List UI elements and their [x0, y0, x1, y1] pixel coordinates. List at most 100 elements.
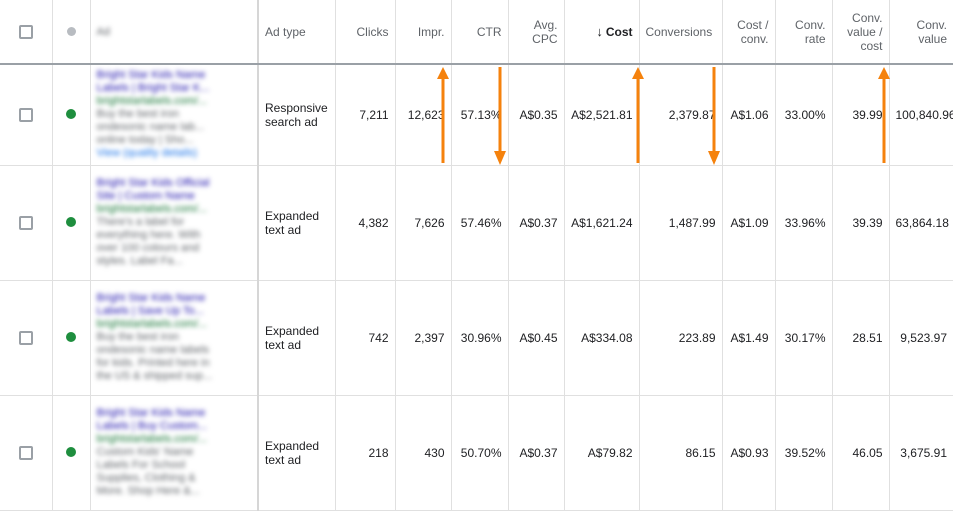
- impr-cell: 7,626: [395, 165, 452, 280]
- cost-header[interactable]: ↓ Cost: [564, 0, 640, 65]
- conv-rate-cell: 33.96%: [775, 165, 833, 280]
- ad-headline-line: Labels | Buy Custom...: [96, 420, 207, 432]
- conversions-cell: 86.15: [639, 395, 723, 510]
- ctr-cell: 57.46%: [451, 165, 509, 280]
- ad-desc-line: over 100 colours and: [96, 242, 200, 254]
- ad-headline-line: Bright Star Kids Name: [96, 292, 206, 304]
- cost-conv-cell: A$1.06: [722, 64, 776, 165]
- ad-headline-line: Labels | Bright Star K...: [96, 82, 210, 95]
- conv-value-cell: 63,864.18: [895, 215, 949, 230]
- status-cell: [52, 64, 91, 165]
- ad-desc-line: online today | Sho...: [96, 134, 194, 147]
- ad-url-line: brightstarlabels.com/...: [96, 433, 208, 445]
- ad-url-line: brightstarlabels.com/...: [96, 318, 208, 330]
- impr-header[interactable]: Impr.: [395, 0, 452, 65]
- row-select-cell: [0, 395, 53, 510]
- ad-column-label: Ad: [96, 26, 110, 38]
- ad-headline-line: Site | Custom Name: [96, 190, 195, 202]
- ad-type-header[interactable]: Ad type: [258, 0, 336, 65]
- conv-value-cell: 9,523.97: [900, 330, 947, 345]
- ad-preview: Bright Star Kids Name Labels | Bright Sta…: [97, 69, 252, 160]
- conv-rate-cell: 39.52%: [775, 395, 833, 510]
- select-all-checkbox[interactable]: [18, 24, 33, 39]
- table-row[interactable]: Bright Star Kids Name Labels | Bright Sta…: [0, 64, 953, 165]
- enabled-status-icon[interactable]: [66, 108, 76, 119]
- avg-cpc-header[interactable]: Avg. CPC: [508, 0, 565, 65]
- ad-column-header[interactable]: Ad: [90, 0, 259, 65]
- conv-value-cost-header[interactable]: Conv. value / cost: [832, 0, 890, 65]
- conv-value-cell: 3,675.91: [900, 445, 947, 460]
- ad-link-line[interactable]: View (quality details): [96, 147, 198, 160]
- ad-preview-cell[interactable]: Bright Star Kids Name Labels | Bright Sta…: [90, 64, 259, 165]
- table-row[interactable]: Bright Star Kids Official Site | Custom N…: [0, 165, 953, 280]
- conv-value-cost-cell: 39.39: [832, 165, 890, 280]
- status-header[interactable]: [52, 0, 91, 65]
- ad-desc-line: Buy the best iron: [96, 331, 180, 343]
- table-row[interactable]: Bright Star Kids Name Labels | Buy Custom…: [0, 395, 953, 510]
- impr-cell: 12,623: [395, 64, 452, 165]
- impr-cell: 430: [395, 395, 452, 510]
- ad-desc-line: everything here. With: [96, 229, 201, 241]
- row-select-cell: [0, 165, 53, 280]
- ad-desc-line: the US & shipped sup...: [96, 370, 213, 382]
- conversions-header[interactable]: Conversions: [639, 0, 723, 65]
- ad-headline-line: Labels | Save Up To...: [96, 305, 204, 317]
- header-row: Ad Ad type Clicks Impr. CTR Avg. CPC ↓ Co…: [0, 0, 953, 65]
- status-cell: [52, 165, 91, 280]
- ad-desc-line: More. Shop Here &...: [96, 485, 200, 497]
- ad-desc-line: ondesonic name lab...: [96, 121, 205, 134]
- cost-conv-header[interactable]: Cost / conv.: [722, 0, 776, 65]
- ad-desc-line: styles. Label Fa...: [96, 255, 183, 267]
- avg-cpc-cell: A$0.37: [508, 395, 565, 510]
- sort-descending-icon: ↓: [596, 23, 603, 39]
- conv-value-cost-cell: 28.51: [832, 280, 890, 395]
- ctr-cell: 50.70%: [451, 395, 509, 510]
- enabled-status-icon[interactable]: [66, 446, 76, 457]
- row-checkbox[interactable]: [18, 330, 33, 345]
- ad-preview: Bright Star Kids Name Labels | Buy Custom…: [97, 407, 252, 498]
- ad-type-cell: Expanded text ad: [258, 280, 336, 395]
- clicks-cell: 218: [335, 395, 396, 510]
- conv-value-cell: 100,840.96: [895, 107, 953, 122]
- ad-preview-cell[interactable]: Bright Star Kids Name Labels | Save Up To…: [90, 280, 259, 395]
- select-all-cell: [0, 0, 53, 65]
- clicks-header[interactable]: Clicks: [335, 0, 396, 65]
- avg-cpc-cell: A$0.37: [508, 165, 565, 280]
- status-cell: [52, 395, 91, 510]
- conversions-cell: 1,487.99: [639, 165, 723, 280]
- ad-headline-line: Bright Star Kids Name: [96, 69, 206, 82]
- row-checkbox[interactable]: [18, 445, 33, 460]
- clicks-cell: 742: [335, 280, 396, 395]
- ad-desc-line: Supplies, Clothing &: [96, 472, 196, 484]
- cost-conv-cell: A$1.09: [722, 165, 776, 280]
- ad-preview-cell[interactable]: Bright Star Kids Name Labels | Buy Custom…: [90, 395, 259, 510]
- ad-preview: Bright Star Kids Name Labels | Save Up To…: [97, 292, 252, 383]
- ad-desc-line: ondesonic name labels: [96, 344, 210, 356]
- status-cell: [52, 280, 91, 395]
- conv-rate-header[interactable]: Conv. rate: [775, 0, 833, 65]
- ad-headline-line: Bright Star Kids Official: [96, 177, 210, 189]
- ctr-header[interactable]: CTR: [451, 0, 509, 65]
- cost-cell: A$2,521.81: [564, 64, 640, 165]
- enabled-status-icon[interactable]: [66, 216, 76, 227]
- ad-preview-cell[interactable]: Bright Star Kids Official Site | Custom N…: [90, 165, 259, 280]
- table-row[interactable]: Bright Star Kids Name Labels | Save Up To…: [0, 280, 953, 395]
- row-checkbox[interactable]: [18, 215, 33, 230]
- ad-desc-line: Labels For School: [96, 459, 186, 471]
- conv-rate-cell: 30.17%: [775, 280, 833, 395]
- ad-type-cell: Responsive search ad: [258, 64, 336, 165]
- impr-cell: 2,397: [395, 280, 452, 395]
- enabled-status-icon[interactable]: [66, 331, 76, 342]
- clicks-cell: 4,382: [335, 165, 396, 280]
- ad-headline-line: Bright Star Kids Name: [96, 407, 206, 419]
- ctr-cell: 30.96%: [451, 280, 509, 395]
- conversions-cell: 2,379.87: [639, 64, 723, 165]
- conv-rate-cell: 33.00%: [775, 64, 833, 165]
- conv-value-cost-cell: 46.05: [832, 395, 890, 510]
- row-checkbox[interactable]: [18, 108, 33, 123]
- cost-cell: A$79.82: [564, 395, 640, 510]
- conv-value-header[interactable]: Conv. value: [889, 0, 953, 65]
- cost-conv-cell: A$0.93: [722, 395, 776, 510]
- ad-preview: Bright Star Kids Official Site | Custom N…: [97, 177, 252, 268]
